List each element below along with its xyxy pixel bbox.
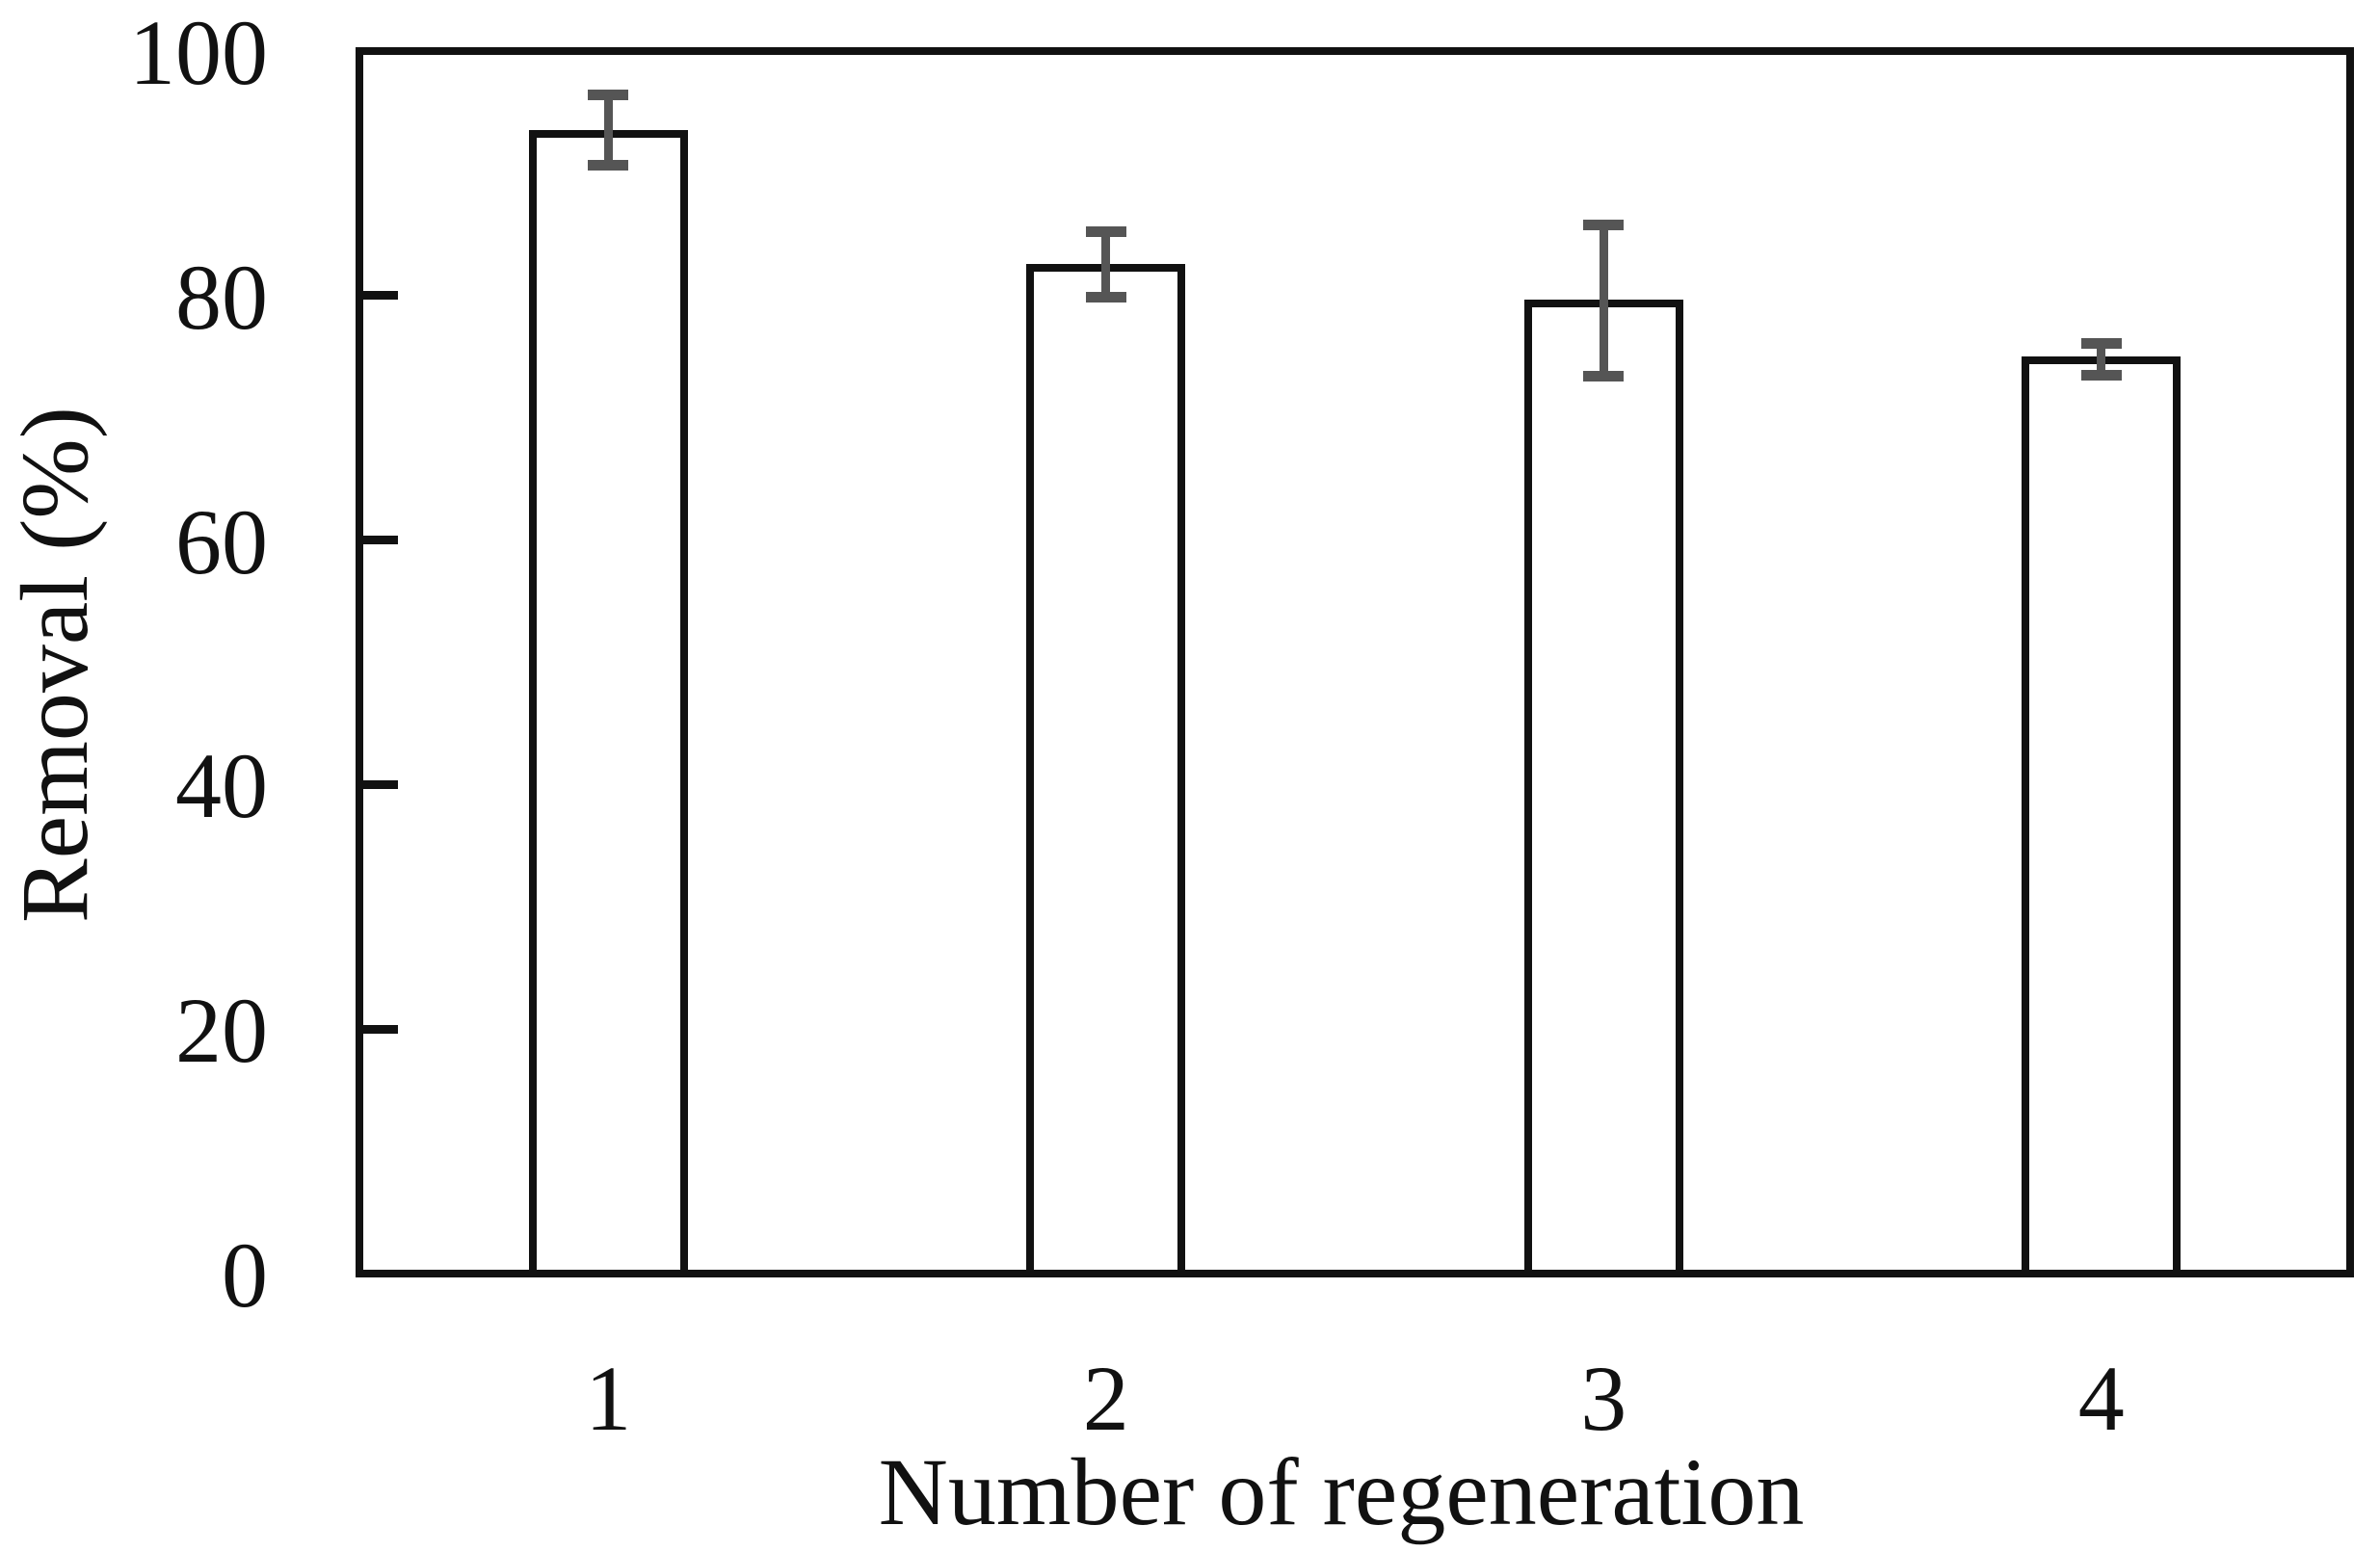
- bar-category-2: [1026, 263, 1186, 1270]
- error-bar-bottom-cap: [2080, 369, 2122, 381]
- y-tick-mark: [363, 536, 398, 545]
- error-bar-top-cap: [1085, 226, 1126, 238]
- error-bar-top-cap: [1583, 219, 1625, 230]
- error-bar-bottom-cap: [1085, 291, 1126, 303]
- error-bar-line: [1599, 224, 1608, 377]
- bar-category-4: [2022, 356, 2182, 1270]
- y-tick-label: 100: [129, 1, 268, 104]
- y-tick-label: 20: [175, 979, 268, 1083]
- error-bar-top-cap: [2080, 337, 2122, 349]
- x-tick-label: 3: [1580, 1347, 1627, 1450]
- x-axis-title: Number of regeneration: [878, 1438, 1805, 1545]
- error-bar-line: [2097, 343, 2106, 376]
- y-tick-label: 80: [175, 245, 268, 349]
- error-bar-line: [1101, 231, 1111, 298]
- plot-area: [356, 47, 2354, 1277]
- x-tick-label: 1: [585, 1347, 632, 1450]
- error-bar-line: [603, 94, 613, 165]
- x-tick-label: 4: [2077, 1347, 2125, 1450]
- y-tick-label: 60: [175, 489, 268, 593]
- y-axis-title: Removal (%): [1, 407, 108, 923]
- bar-category-1: [528, 130, 688, 1270]
- error-bar-top-cap: [588, 90, 629, 101]
- error-bar-bottom-cap: [588, 159, 629, 171]
- y-tick-mark: [363, 1024, 398, 1034]
- error-bar-bottom-cap: [1583, 371, 1625, 382]
- bar-category-3: [1523, 299, 1683, 1270]
- y-tick-label: 0: [222, 1223, 268, 1327]
- x-tick-label: 2: [1082, 1347, 1129, 1450]
- y-tick-mark: [363, 779, 398, 789]
- y-tick-label: 40: [175, 734, 268, 838]
- y-tick-mark: [363, 291, 398, 301]
